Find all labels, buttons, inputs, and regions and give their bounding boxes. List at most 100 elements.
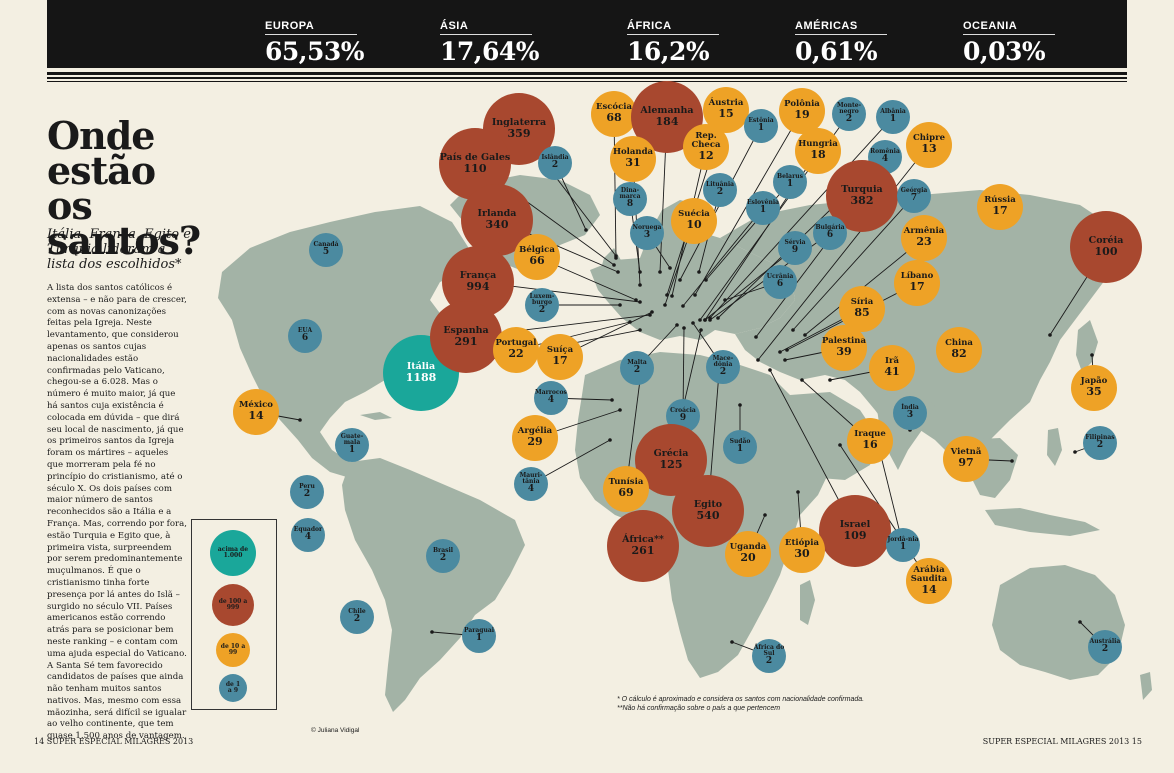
- country-bubble: Jordâ-nia 1: [886, 528, 920, 562]
- country-bubble: Brasil 2: [426, 539, 460, 573]
- location-dot: [608, 438, 612, 442]
- country-bubble: Vietnã 97: [943, 436, 989, 482]
- country-name: Chipre: [912, 133, 945, 144]
- divider-rule: [47, 72, 1127, 75]
- page-subtitle: Itália, França, Egito e Turquia lideram …: [47, 227, 191, 272]
- country-bubble: Albânia 1: [876, 100, 910, 134]
- continent-label: OCEANIA: [963, 20, 1055, 35]
- saint-count: 1: [759, 205, 767, 216]
- location-dot: [796, 490, 800, 494]
- saint-count: 85: [854, 306, 870, 320]
- location-dot: [800, 378, 804, 382]
- caribbean-shape: [360, 412, 392, 420]
- continent-percentage: 0,61%: [795, 37, 878, 66]
- country-bubble: Lituânia 2: [703, 173, 737, 207]
- country-name: França: [459, 269, 497, 281]
- location-dot: [723, 298, 727, 302]
- country-bubble: Bulgária 6: [813, 216, 847, 250]
- country-name: Geórgia: [900, 186, 928, 194]
- location-dot: [668, 266, 672, 270]
- leader-line: [613, 113, 617, 259]
- madagascar-shape: [800, 580, 815, 625]
- stats-bar: [47, 0, 1127, 68]
- saint-count: 41: [884, 365, 900, 379]
- continent-label: ÁFRICA: [627, 20, 719, 35]
- location-dot: [658, 270, 662, 274]
- country-name: Bélgica: [519, 245, 555, 256]
- saint-count: 97: [958, 456, 974, 470]
- country-bubble: Índia 3: [893, 396, 927, 430]
- country-bubble: Geórgia 7: [897, 179, 931, 213]
- location-dot: [1010, 459, 1014, 463]
- saint-count: 2: [765, 656, 773, 667]
- country-name: Noruega: [632, 223, 662, 231]
- location-dot: [610, 398, 614, 402]
- country-name: Mauri-tânia: [519, 471, 543, 486]
- location-dot: [691, 321, 695, 325]
- location-dot: [1048, 333, 1052, 337]
- location-dot: [791, 328, 795, 332]
- saint-count: 8: [626, 199, 634, 210]
- saint-count: 22: [508, 347, 524, 361]
- legend-swatch: de 10 a 99: [216, 633, 250, 667]
- country-name: Jordâ-nia: [887, 535, 919, 543]
- country-name: Malta: [627, 358, 647, 366]
- country-bubble: Rússia 17: [977, 184, 1023, 230]
- divider-rule: [47, 77, 1127, 79]
- saint-count: 20: [740, 551, 756, 565]
- country-bubble: Hungria 18: [795, 128, 841, 174]
- saint-count: 2: [716, 187, 724, 198]
- country-bubble: Suíça 17: [537, 334, 583, 380]
- country-name: África**: [622, 533, 664, 545]
- location-dot: [803, 333, 807, 337]
- saint-count: 17: [992, 204, 1008, 218]
- country-name: Síria: [850, 297, 874, 308]
- leader-line: [757, 144, 930, 361]
- country-name: Portugal: [495, 338, 537, 349]
- saint-count: 68: [606, 111, 622, 125]
- continent-percentage: 16,2%: [627, 37, 710, 66]
- saint-count: 69: [618, 486, 634, 500]
- saint-count: 4: [547, 395, 555, 406]
- location-dot: [634, 298, 638, 302]
- leader-line: [682, 207, 764, 307]
- country-name: Mace-dônia: [712, 354, 734, 369]
- location-dot: [638, 328, 642, 332]
- country-bubble: Espanha 291: [430, 301, 502, 373]
- country-name: Turquia: [841, 183, 883, 195]
- country-bubble: Belarus 1: [773, 165, 807, 199]
- country-bubble: Coréia 100: [1070, 211, 1142, 283]
- country-name: EUA: [297, 326, 313, 334]
- south-america-shape: [342, 458, 525, 712]
- continent-percentage: 0,03%: [963, 37, 1046, 66]
- saint-count: 66: [529, 254, 545, 268]
- saint-count: 2: [1101, 644, 1109, 655]
- country-name: Canadá: [313, 240, 339, 248]
- country-bubble: Eslovênia 1: [746, 191, 780, 225]
- country-bubble: Palestina 39: [821, 325, 867, 371]
- location-dot: [682, 326, 686, 330]
- country-bubble: Chile 2: [340, 600, 374, 634]
- legend: [191, 519, 277, 710]
- country-bubble: Mauri-tânia 4: [514, 467, 548, 501]
- saint-count: 17: [552, 354, 568, 368]
- country-bubble: África** 261: [607, 510, 679, 582]
- country-bubble: Islândia 2: [538, 146, 572, 180]
- country-name: Itália: [406, 360, 436, 372]
- body-text: A lista dos santos católicos é extensa –…: [47, 283, 187, 742]
- location-dot: [616, 270, 620, 274]
- saint-count: 14: [248, 409, 264, 423]
- saint-count: 15: [718, 107, 734, 121]
- saint-count: 2: [719, 367, 727, 378]
- saint-count: 291: [454, 334, 478, 348]
- country-bubble: Estônia 1: [744, 109, 778, 143]
- country-bubble: Escócia 68: [591, 91, 637, 137]
- country-bubble: Irã 41: [869, 345, 915, 391]
- continent-stat: EUROPA 65,53%: [265, 20, 365, 66]
- country-bubble: Áustria 15: [703, 87, 749, 133]
- location-dot: [638, 300, 642, 304]
- north-america-shape: [218, 206, 470, 478]
- country-name: Hungria: [798, 139, 838, 150]
- country-bubble: Equador 4: [291, 518, 325, 552]
- location-dot: [754, 335, 758, 339]
